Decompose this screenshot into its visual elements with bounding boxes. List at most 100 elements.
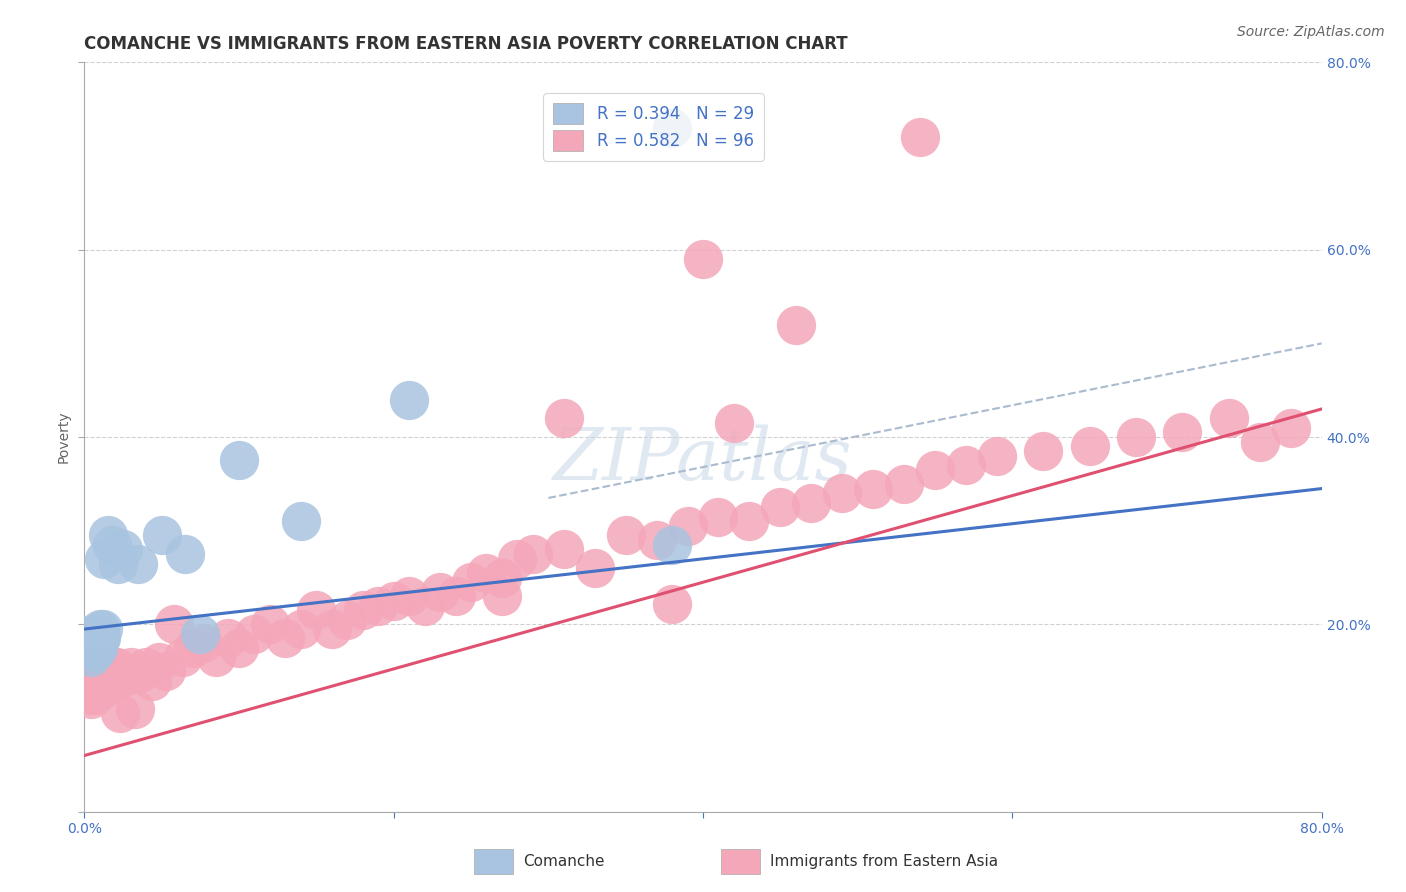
Point: [413, 599, 436, 613]
Point: [93, 551, 115, 566]
Point: [738, 514, 761, 528]
Point: [193, 636, 215, 650]
Y-axis label: Poverty: Poverty: [56, 411, 70, 463]
Point: [352, 603, 374, 617]
Point: [90, 683, 112, 698]
Point: [955, 458, 977, 473]
Point: [475, 566, 498, 580]
Point: [91, 673, 114, 688]
Point: [398, 392, 420, 407]
Point: [1218, 411, 1240, 425]
Point: [93, 678, 115, 692]
Point: [228, 453, 250, 467]
Point: [76, 683, 98, 698]
Point: [82, 636, 104, 650]
Text: Immigrants from Eastern Asia: Immigrants from Eastern Asia: [770, 855, 998, 869]
Point: [82, 626, 104, 640]
Point: [115, 669, 138, 683]
Point: [91, 664, 114, 679]
Point: [89, 673, 111, 688]
Point: [94, 673, 117, 688]
Point: [274, 632, 297, 646]
Point: [785, 318, 807, 332]
Point: [98, 664, 121, 679]
Legend: R = 0.394   N = 29, R = 0.582   N = 96: R = 0.394 N = 29, R = 0.582 N = 96: [543, 94, 763, 161]
Point: [76, 632, 98, 646]
Point: [108, 706, 131, 721]
Text: Source: ZipAtlas.com: Source: ZipAtlas.com: [1237, 25, 1385, 39]
Point: [831, 486, 853, 500]
Point: [87, 683, 110, 698]
Point: [155, 664, 177, 679]
Point: [1125, 430, 1147, 444]
Point: [77, 669, 100, 683]
Text: ZIPatlas: ZIPatlas: [553, 425, 853, 495]
Point: [104, 673, 127, 688]
Point: [89, 632, 111, 646]
Point: [707, 509, 730, 524]
Point: [135, 659, 157, 673]
Point: [86, 636, 108, 650]
Point: [553, 542, 575, 557]
Point: [96, 528, 118, 542]
Point: [1249, 434, 1271, 449]
Point: [290, 514, 312, 528]
Point: [89, 622, 111, 636]
Point: [305, 603, 328, 617]
Point: [429, 584, 451, 599]
Point: [217, 632, 239, 646]
Point: [82, 664, 104, 679]
Point: [89, 659, 111, 673]
Point: [506, 551, 529, 566]
Point: [90, 669, 112, 683]
Point: [82, 673, 104, 688]
Point: [676, 519, 699, 533]
Point: [661, 120, 683, 135]
Point: [91, 622, 114, 636]
Point: [692, 252, 714, 266]
Point: [79, 692, 101, 706]
Point: [83, 683, 105, 698]
Point: [103, 659, 125, 673]
Point: [661, 538, 683, 552]
Point: [77, 688, 100, 702]
Point: [87, 640, 110, 655]
Point: [87, 669, 110, 683]
Point: [96, 678, 118, 692]
Point: [93, 664, 115, 679]
Point: [90, 632, 112, 646]
Point: [86, 664, 108, 679]
Point: [181, 640, 204, 655]
Point: [908, 130, 931, 145]
Point: [105, 659, 128, 673]
Point: [141, 673, 163, 688]
Point: [583, 561, 606, 575]
Point: [77, 640, 100, 655]
Point: [163, 617, 186, 632]
Point: [800, 496, 823, 510]
Point: [107, 669, 129, 683]
Point: [398, 590, 420, 604]
Point: [893, 476, 915, 491]
Point: [86, 626, 108, 640]
Point: [188, 626, 211, 640]
Point: [83, 669, 105, 683]
Point: [75, 673, 97, 688]
Point: [614, 528, 637, 542]
Point: [79, 650, 101, 665]
Point: [120, 659, 142, 673]
Point: [553, 411, 575, 425]
Point: [986, 449, 1008, 463]
Point: [84, 688, 107, 702]
Point: [491, 571, 513, 585]
Point: [1032, 444, 1054, 458]
Point: [723, 416, 745, 430]
Text: Comanche: Comanche: [523, 855, 605, 869]
Point: [101, 669, 124, 683]
Point: [150, 528, 173, 542]
Point: [127, 557, 149, 571]
Point: [129, 666, 152, 681]
Point: [205, 650, 228, 665]
Point: [382, 594, 405, 608]
Point: [84, 633, 107, 648]
